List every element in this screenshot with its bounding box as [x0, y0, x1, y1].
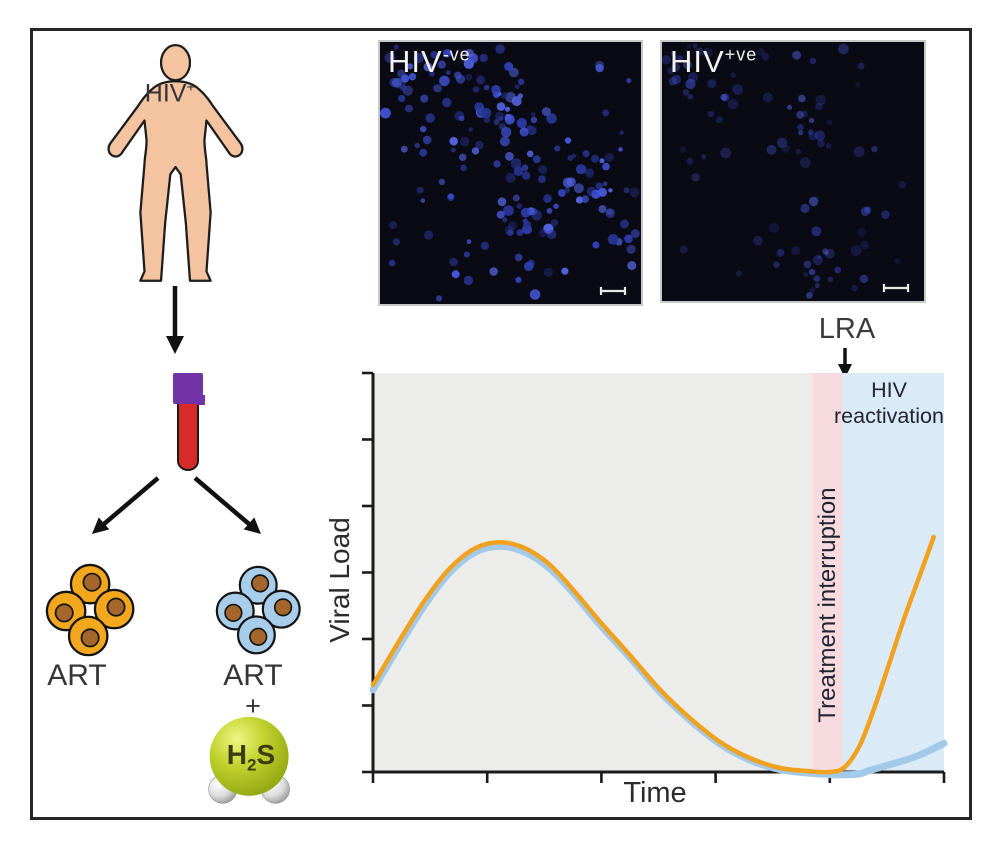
blood-tube-icon: [173, 373, 205, 471]
x-axis-label: Time: [623, 777, 687, 809]
patient-hiv-status-label: HIV+: [144, 79, 196, 108]
region-hiv-reactivation: [842, 373, 944, 772]
micrograph-hiv-positive: HIV+ve: [660, 40, 926, 303]
h2s-molecule-label: H2S: [226, 739, 276, 775]
series-art: [370, 534, 936, 775]
viral-load-chart: Treatment interruption: [330, 358, 960, 798]
lra-arrow-icon: [838, 348, 852, 378]
h2s-molecule-icon: [208, 716, 290, 804]
treatment-interruption-label: Treatment interruption: [814, 487, 841, 722]
cell-nuclei-dots: [380, 44, 640, 302]
cell-nuclei-dots: [662, 43, 907, 299]
y-axis-label: Viral Load: [324, 517, 355, 643]
region-treatment-interruption: [812, 373, 843, 772]
micrograph-positive-label: HIV+ve: [670, 44, 758, 79]
figure-border: [30, 28, 972, 820]
lra-annotation: LRA: [818, 313, 876, 345]
scale-bar: [882, 284, 910, 292]
art-cells-icon: [45, 563, 135, 657]
region-on-treatment: [373, 373, 813, 772]
arrow-to-art-h2s-icon: [193, 476, 261, 534]
art-label: ART: [47, 659, 107, 692]
plus-sign: +: [245, 691, 261, 721]
arrow-to-art-icon: [92, 476, 160, 534]
micrograph-hiv-negative: HIV-ve: [378, 40, 643, 306]
patient-silhouette-icon: [107, 43, 244, 282]
art-h2s-label: ART: [223, 659, 283, 692]
arrow-down-icon: [166, 286, 184, 354]
scale-bar: [599, 287, 627, 295]
axes: [371, 373, 944, 774]
art-h2s-cells-icon: [215, 565, 301, 655]
micrograph-negative-label: HIV-ve: [388, 44, 471, 79]
hiv-reactivation-label: HIV reactivation: [834, 378, 944, 429]
